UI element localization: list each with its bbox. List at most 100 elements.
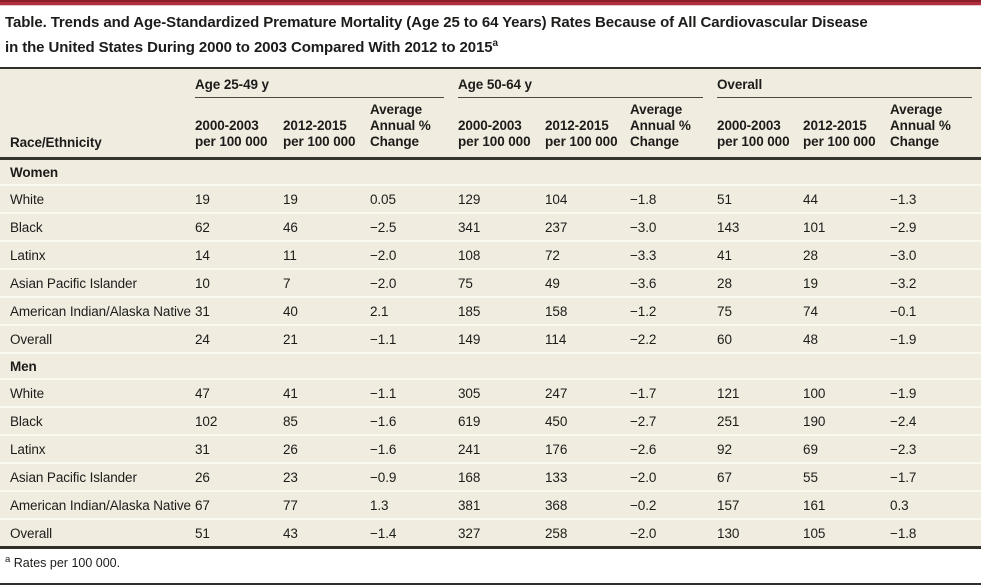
value-cell: 121	[717, 378, 804, 407]
value-cell: 92	[717, 434, 804, 463]
row-label: American Indian/Alaska Native	[0, 490, 195, 519]
value-cell: 341	[458, 212, 546, 241]
value-cell: 381	[458, 490, 546, 519]
table-row: American Indian/Alaska Native 31 40 2.1 185 1…	[0, 296, 981, 325]
row-label: White	[0, 184, 195, 213]
column-header-avg-change-c: Average Annual % Change	[890, 98, 981, 160]
value-cell: 28	[803, 240, 891, 269]
value-cell: −2.0	[370, 268, 459, 297]
value-cell: 14	[195, 240, 283, 269]
value-cell: 60	[717, 324, 804, 353]
column-header-race-ethnicity: Race/Ethnicity	[0, 68, 195, 160]
value-cell: 133	[545, 462, 631, 491]
value-cell: −2.6	[630, 434, 718, 463]
group-header-age-50-64: Age 50-64 y	[458, 68, 717, 98]
group-header-row: Race/Ethnicity Age 25-49 y Age 50-64 y O…	[0, 68, 981, 160]
row-label: White	[0, 378, 195, 407]
mortality-table: Race/Ethnicity Age 25-49 y Age 50-64 y O…	[0, 67, 981, 549]
journal-accent-bar	[0, 0, 981, 6]
column-header-2012-2015-c: 2012-2015 per 100 000	[803, 98, 891, 160]
row-label: Latinx	[0, 240, 195, 269]
table-row: Latinx 14 11 −2.0 108 72 −3.3 41 28 −3.0	[0, 240, 981, 269]
value-cell: 143	[717, 212, 804, 241]
value-cell: 258	[545, 518, 631, 548]
value-cell: −1.7	[890, 462, 981, 491]
table-row: White 47 41 −1.1 305 247 −1.7 121 100 −1.9	[0, 378, 981, 407]
value-cell: −1.4	[370, 518, 459, 548]
value-cell: −2.4	[890, 406, 981, 435]
column-header-avg-change-b: Average Annual % Change	[630, 98, 718, 160]
value-cell: −2.0	[630, 462, 718, 491]
value-cell: −1.9	[890, 324, 981, 353]
table-footnote: a Rates per 100 000.	[0, 549, 981, 585]
section-label: Women	[10, 165, 59, 180]
value-cell: 49	[545, 268, 631, 297]
value-cell: 26	[283, 434, 370, 463]
value-cell: 62	[195, 212, 283, 241]
value-cell: 48	[803, 324, 891, 353]
table-row: Black 102 85 −1.6 619 450 −2.7 251 190 −2.4	[0, 406, 981, 435]
footnote-text: Rates per 100 000.	[13, 556, 121, 571]
value-cell: −0.9	[370, 462, 459, 491]
value-cell: 368	[545, 490, 631, 519]
value-cell: 130	[717, 518, 804, 548]
value-cell: −3.0	[890, 240, 981, 269]
footnote-marker: a	[5, 554, 11, 565]
value-cell: 149	[458, 324, 546, 353]
value-cell: 129	[458, 184, 546, 213]
table-row: Overall 51 43 −1.4 327 258 −2.0 130 105 −1.8	[0, 518, 981, 548]
value-cell: 450	[545, 406, 631, 435]
table-row: Asian Pacific Islander 10 7 −2.0 75 49 −3.6 28 1…	[0, 268, 981, 297]
row-label: Asian Pacific Islander	[0, 268, 195, 297]
value-cell: 190	[803, 406, 891, 435]
value-cell: 10	[195, 268, 283, 297]
value-cell: 19	[283, 184, 370, 213]
row-label: Black	[0, 212, 195, 241]
section-label: Men	[0, 352, 981, 379]
value-cell: −3.2	[890, 268, 981, 297]
table-row: Overall 24 21 −1.1 149 114 −2.2 60 48 −1.9	[0, 324, 981, 353]
table-row: Black 62 46 −2.5 341 237 −3.0 143 101 −2.9	[0, 212, 981, 241]
value-cell: 185	[458, 296, 546, 325]
value-cell: −1.1	[370, 324, 459, 353]
value-cell: 55	[803, 462, 891, 491]
value-cell: 21	[283, 324, 370, 353]
value-cell: 161	[803, 490, 891, 519]
value-cell: −2.0	[370, 240, 459, 269]
value-cell: 176	[545, 434, 631, 463]
value-cell: 158	[545, 296, 631, 325]
value-cell: 1.3	[370, 490, 459, 519]
value-cell: 72	[545, 240, 631, 269]
value-cell: 251	[717, 406, 804, 435]
column-header-2012-2015-b: 2012-2015 per 100 000	[545, 98, 631, 160]
section-row: Women	[0, 159, 981, 186]
column-header-2000-2003-a: 2000-2003 per 100 000	[195, 98, 283, 160]
value-cell: 247	[545, 378, 631, 407]
group-label: Overall	[717, 77, 763, 92]
value-cell: −1.1	[370, 378, 459, 407]
value-cell: 75	[458, 268, 546, 297]
table-row: White 19 19 0.05 129 104 −1.8 51 44 −1.3	[0, 184, 981, 213]
value-cell: 0.05	[370, 184, 459, 213]
value-cell: 41	[283, 378, 370, 407]
value-cell: −1.8	[630, 184, 718, 213]
value-cell: 168	[458, 462, 546, 491]
value-cell: 51	[717, 184, 804, 213]
value-cell: 85	[283, 406, 370, 435]
value-cell: 11	[283, 240, 370, 269]
value-cell: −2.0	[630, 518, 718, 548]
value-cell: −1.3	[890, 184, 981, 213]
row-label: Asian Pacific Islander	[0, 462, 195, 491]
value-cell: −1.6	[370, 406, 459, 435]
value-cell: 305	[458, 378, 546, 407]
value-cell: −3.6	[630, 268, 718, 297]
value-cell: 67	[195, 490, 283, 519]
value-cell: −0.1	[890, 296, 981, 325]
value-cell: 327	[458, 518, 546, 548]
group-label: Age 50-64 y	[458, 77, 532, 92]
value-cell: 31	[195, 296, 283, 325]
group-header-age-25-49: Age 25-49 y	[195, 68, 458, 98]
value-cell: −0.2	[630, 490, 718, 519]
value-cell: −1.6	[370, 434, 459, 463]
value-cell: −2.5	[370, 212, 459, 241]
